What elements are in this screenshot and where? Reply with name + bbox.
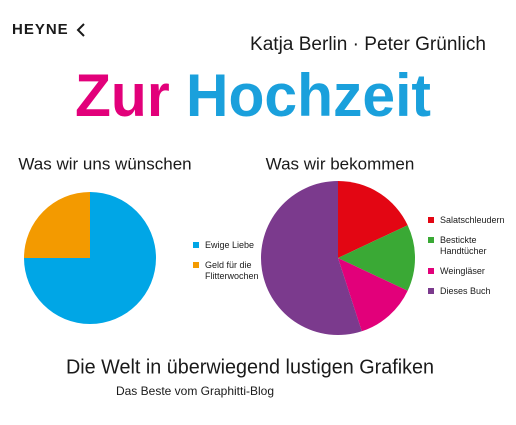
legend-item: Dieses Buch [428, 286, 494, 297]
legend-item: Salatschleudern [428, 215, 505, 226]
chart-title: Was wir uns wünschen [18, 154, 191, 173]
legend-item: Weingläser [428, 266, 494, 277]
legend-item: Ewige Liebe [193, 240, 265, 251]
publisher-logo [76, 23, 85, 37]
title-second: Hochzeit [186, 62, 431, 129]
legend-item: Geld für die Flitterwochen [193, 260, 265, 282]
publisher: HEYNE [12, 21, 69, 38]
tagline: Das Beste vom Graphitti-Blog [116, 384, 274, 398]
legend: Salatschleudern Bestickte Handtücher Weing… [428, 215, 505, 297]
legend-swatch [428, 217, 434, 223]
title-first: Zur [75, 62, 170, 129]
chart-title: Was wir bekommen [266, 154, 415, 173]
legend-label: Weingläser [440, 266, 485, 276]
legend-item: Bestickte Handtücher [428, 235, 494, 257]
pie-slice [338, 225, 415, 291]
title: Zur Hochzeit [75, 62, 431, 129]
legend-swatch [193, 262, 199, 268]
pie-slice [338, 181, 408, 258]
legend-label: Geld für die Flitterwochen [205, 260, 259, 281]
pie-slice [338, 258, 408, 332]
pie-slice [261, 181, 362, 336]
authors: Katja Berlin · Peter Grünlich [250, 34, 486, 55]
legend-swatch [193, 242, 199, 248]
legend: Ewige Liebe Geld für die Flitterwochen [193, 240, 265, 282]
legend-swatch [428, 237, 434, 243]
legend-label: Bestickte Handtücher [440, 235, 487, 256]
subtitle: Die Welt in überwiegend lustigen Grafike… [66, 356, 434, 378]
legend-label: Salatschleudern [440, 215, 505, 225]
legend-swatch [428, 288, 434, 294]
legend-label: Dieses Buch [440, 286, 491, 296]
pie-slice [24, 192, 90, 258]
legend-label: Ewige Liebe [205, 240, 255, 250]
legend-swatch [428, 268, 434, 274]
